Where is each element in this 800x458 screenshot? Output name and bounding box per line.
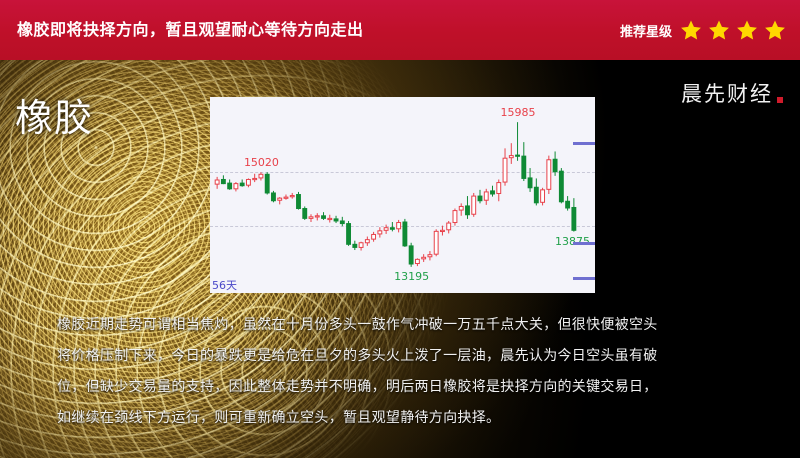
article-body: 橡胶近期走势可谓相当焦灼，虽然在十月份多头一鼓作气冲破一万五千点大关，但很快便被…: [0, 310, 800, 434]
star-icon-3: [736, 19, 758, 41]
chart-plot-area: 15020159851319513875: [210, 97, 595, 293]
header-bar: 橡胶即将抉择方向，暂且观望耐心等待方向走出 推荐星级: [0, 0, 800, 60]
chart-right-marker: [573, 277, 595, 281]
headline-text: 橡胶即将抉择方向，暂且观望耐心等待方向走出: [17, 20, 364, 39]
chart-right-marker: [573, 242, 595, 246]
brand-logo: 晨先财经: [681, 82, 783, 106]
page-title: 橡胶: [15, 96, 94, 140]
candlestick-series: [214, 122, 577, 267]
chart-period-label: 56天: [212, 279, 237, 292]
star-icon-4: [764, 19, 786, 41]
rating-label: 推荐星级: [619, 24, 672, 40]
star-icon-2: [708, 19, 730, 41]
chart-price-annotation: 13195: [394, 269, 430, 283]
article-line: 橡胶近期走势可谓相当焦灼，虽然在十月份多头一鼓作气冲破一万五千点大关，但很快便被…: [57, 317, 658, 333]
candlestick-chart[interactable]: 15020159851319513875 56天: [210, 97, 595, 293]
chart-price-annotation: 15985: [500, 106, 536, 120]
brand-name: 晨先财经: [681, 82, 773, 106]
chart-price-annotation: 15020: [243, 156, 279, 170]
chart-right-marker: [573, 142, 595, 146]
chart-gridline: [210, 172, 595, 174]
recommendation-rating: 推荐星级: [620, 19, 786, 41]
star-icon-1: [680, 19, 702, 41]
brand-dot-icon: [777, 97, 783, 103]
article-line: 将价格压制下来，今日的暴跌更是给危在旦夕的多头火上泼了一层油，晨先认为今日空头虽…: [57, 348, 658, 364]
article-line: 位，但缺少交易量的支持，因此整体走势并不明确，明后两日橡胶将是抉择方向的关键交易…: [57, 379, 658, 395]
article-line: 如继续在颈线下方运行，则可重新确立空头，暂且观望静待方向抉择。: [57, 410, 501, 426]
